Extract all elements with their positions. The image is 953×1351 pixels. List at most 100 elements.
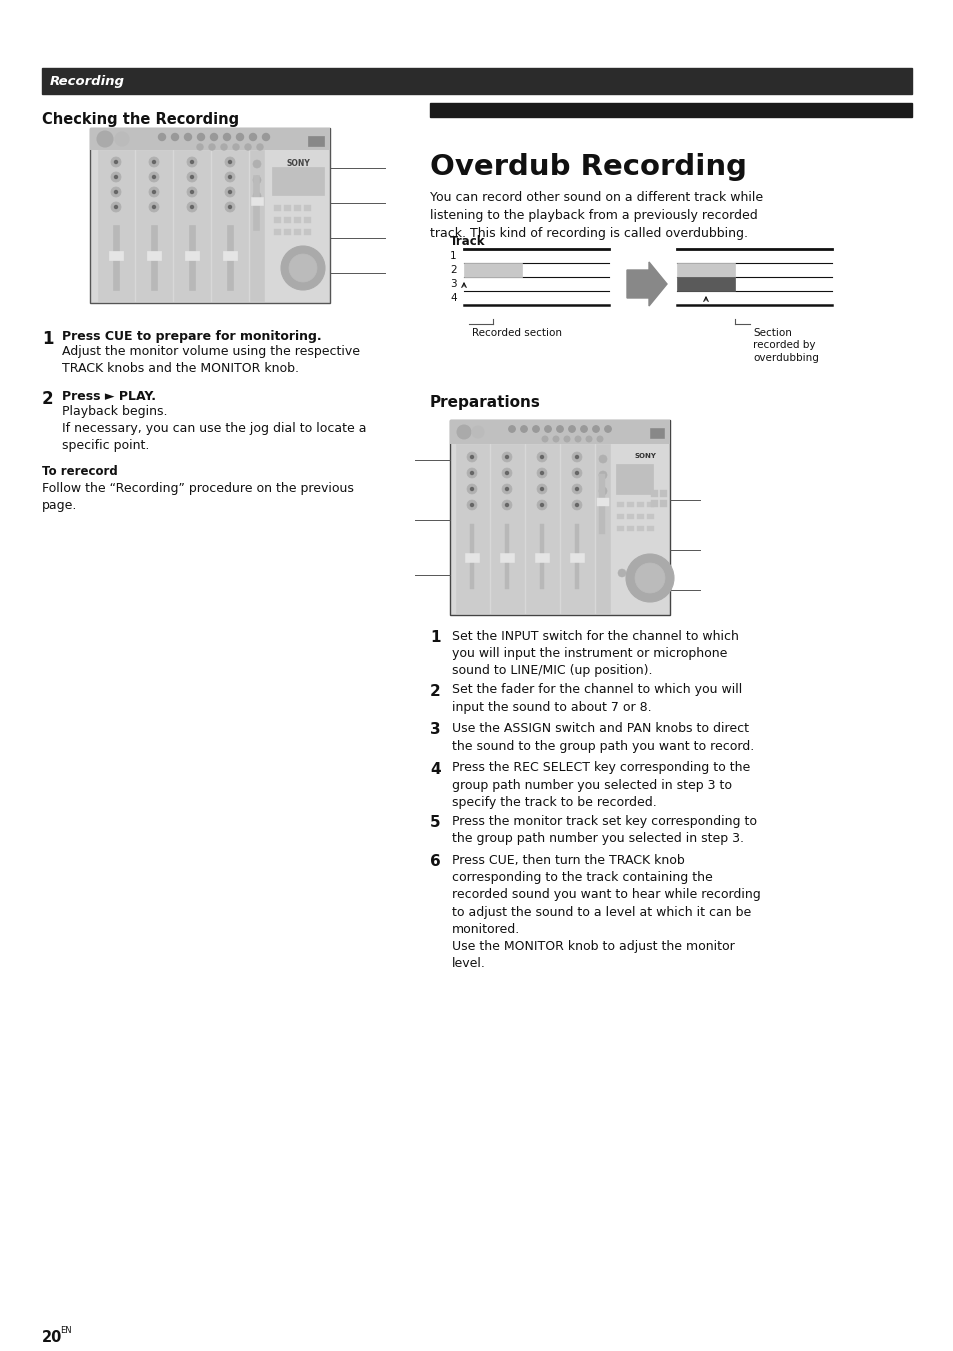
Text: 3: 3 — [430, 723, 440, 738]
Circle shape — [191, 190, 193, 193]
Bar — [284, 218, 291, 223]
Circle shape — [152, 205, 155, 208]
Bar — [617, 526, 623, 531]
Circle shape — [245, 145, 251, 150]
Text: You can record other sound on a different track while
listening to the playback : You can record other sound on a differen… — [430, 190, 762, 240]
Bar — [304, 230, 311, 235]
Bar — [575, 524, 578, 589]
Bar — [173, 150, 210, 301]
Circle shape — [114, 176, 117, 178]
Bar — [223, 251, 236, 259]
Circle shape — [197, 134, 204, 141]
Bar — [308, 136, 324, 146]
Circle shape — [598, 455, 606, 463]
Circle shape — [540, 455, 543, 458]
Circle shape — [456, 426, 471, 439]
Circle shape — [191, 205, 193, 208]
Text: Press CUE, then turn the TRACK knob
corresponding to the track containing the
re: Press CUE, then turn the TRACK knob corr… — [452, 854, 760, 970]
Text: Press CUE to prepare for monitoring.: Press CUE to prepare for monitoring. — [62, 330, 321, 343]
Bar — [251, 197, 263, 205]
Bar — [112, 226, 119, 290]
Circle shape — [281, 246, 325, 290]
Bar — [504, 524, 509, 589]
Text: 20: 20 — [42, 1329, 62, 1346]
Circle shape — [470, 488, 473, 490]
Text: EN: EN — [60, 1325, 71, 1335]
Circle shape — [111, 172, 121, 182]
Circle shape — [470, 504, 473, 507]
Text: 3: 3 — [450, 280, 456, 289]
Circle shape — [211, 134, 217, 141]
Bar — [646, 526, 654, 531]
Bar — [535, 553, 548, 562]
Text: Recorded section: Recorded section — [472, 328, 561, 338]
Bar — [294, 230, 301, 235]
Circle shape — [572, 500, 581, 509]
Bar — [147, 251, 161, 259]
Text: Track: Track — [450, 235, 485, 249]
Bar — [650, 490, 658, 497]
Bar — [637, 513, 643, 519]
Circle shape — [501, 453, 512, 462]
Circle shape — [229, 176, 232, 178]
Circle shape — [229, 205, 232, 208]
Circle shape — [233, 145, 239, 150]
FancyBboxPatch shape — [90, 128, 330, 303]
Bar — [650, 500, 658, 507]
Circle shape — [505, 488, 508, 490]
Circle shape — [635, 563, 664, 593]
Circle shape — [111, 157, 121, 168]
Circle shape — [563, 436, 569, 442]
Circle shape — [467, 453, 476, 462]
Circle shape — [253, 159, 261, 168]
Bar — [637, 503, 643, 507]
Circle shape — [187, 203, 196, 212]
Polygon shape — [626, 262, 666, 305]
Circle shape — [618, 569, 625, 577]
Text: 1: 1 — [450, 251, 456, 261]
Bar — [227, 226, 233, 290]
Circle shape — [152, 190, 155, 193]
Circle shape — [225, 203, 234, 212]
Text: Follow the “Recording” procedure on the previous
page.: Follow the “Recording” procedure on the … — [42, 482, 354, 512]
Bar — [272, 168, 324, 195]
Text: Press the REC SELECT key corresponding to the
group path number you selected in : Press the REC SELECT key corresponding t… — [452, 762, 749, 809]
Circle shape — [225, 172, 234, 182]
Bar — [304, 218, 311, 223]
FancyBboxPatch shape — [450, 420, 669, 615]
Bar — [450, 420, 669, 444]
Circle shape — [149, 157, 159, 168]
Text: Press ► PLAY.: Press ► PLAY. — [62, 390, 156, 403]
Circle shape — [597, 436, 602, 442]
Circle shape — [537, 453, 546, 462]
Text: Set the fader for the channel to which you will
input the sound to about 7 or 8.: Set the fader for the channel to which y… — [452, 684, 741, 713]
Circle shape — [501, 484, 512, 494]
Bar — [98, 150, 133, 301]
Circle shape — [289, 254, 316, 282]
Bar — [659, 490, 666, 497]
Bar — [637, 526, 643, 531]
Circle shape — [467, 467, 476, 478]
Circle shape — [585, 436, 591, 442]
Text: Use the ASSIGN switch and PAN knobs to direct
the sound to the group path you wa: Use the ASSIGN switch and PAN knobs to d… — [452, 723, 754, 753]
Circle shape — [508, 426, 515, 432]
Circle shape — [149, 172, 159, 182]
Circle shape — [505, 504, 508, 507]
Circle shape — [256, 145, 263, 150]
Bar — [646, 513, 654, 519]
Circle shape — [572, 467, 581, 478]
Circle shape — [149, 186, 159, 197]
Circle shape — [505, 471, 508, 474]
Bar — [597, 499, 608, 507]
Circle shape — [572, 453, 581, 462]
Text: Recording: Recording — [50, 76, 125, 89]
Circle shape — [221, 145, 227, 150]
Circle shape — [470, 455, 473, 458]
Bar — [294, 205, 301, 211]
Text: SONY: SONY — [634, 453, 656, 459]
Bar — [499, 553, 514, 562]
Circle shape — [253, 192, 261, 200]
Bar — [274, 218, 281, 223]
Bar — [464, 553, 478, 562]
Bar — [456, 444, 489, 613]
